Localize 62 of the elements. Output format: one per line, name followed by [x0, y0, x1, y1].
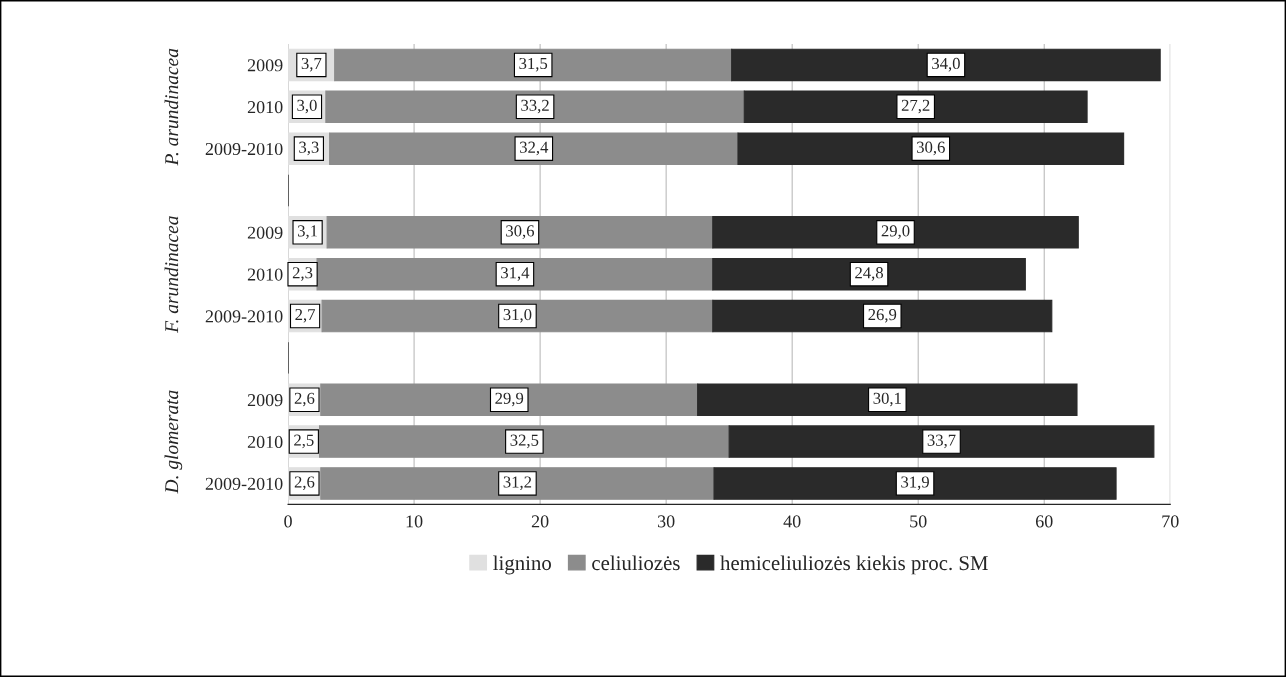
x-tick-label: 30	[657, 515, 675, 528]
data-label: 32,5	[510, 434, 539, 449]
data-label: 33,7	[927, 434, 956, 449]
y-tick-label: 2009-2010	[205, 310, 283, 323]
data-label: 3,3	[299, 141, 319, 156]
bar	[329, 132, 739, 165]
bar	[737, 132, 1125, 165]
bar	[697, 383, 1078, 416]
data-label: 33,2	[521, 99, 549, 114]
y-tick-label: 2010	[247, 435, 283, 449]
bar	[712, 216, 1079, 249]
data-label: 31,5	[519, 57, 548, 72]
data-label: 32,4	[520, 141, 549, 156]
text: P. arundinacea	[164, 48, 179, 166]
x-tick-label: 0	[284, 515, 292, 528]
data-label: 30,1	[873, 392, 901, 407]
bar	[326, 216, 714, 249]
data-label: 2,5	[294, 434, 314, 449]
y-tick-label: 2009	[247, 394, 283, 407]
bar	[728, 425, 1155, 458]
y-tick-label: 2009-2010	[205, 477, 283, 490]
data-label: 31,0	[503, 308, 532, 323]
x-tick-label: 50	[910, 515, 927, 528]
data-label: 30,6	[506, 225, 535, 239]
data-label: 29,9	[495, 392, 524, 407]
text: D. glomerata	[164, 390, 183, 494]
data-label: 3,1	[297, 225, 318, 239]
legend-label: celiuliozės	[592, 555, 680, 571]
x-tick-label: 10	[406, 515, 423, 528]
y-tick-label: 2009	[247, 59, 283, 72]
bar	[712, 299, 1053, 333]
data-label: 30,6	[917, 141, 945, 156]
y-tick-label: 2010	[247, 101, 283, 114]
data-label: 2,6	[294, 392, 315, 407]
data-label: 34,0	[932, 57, 960, 72]
x-tick-label: 40	[783, 515, 801, 528]
data-label: 31,4	[501, 267, 530, 281]
text: F. arundinacea	[164, 216, 179, 333]
data-label: 2,6	[294, 476, 315, 491]
data-label: 3,7	[301, 57, 322, 72]
data-label: 31,2	[503, 476, 532, 491]
legend-label: lignino	[493, 555, 551, 575]
y-tick-label: 2009-2010	[205, 142, 283, 156]
bar	[334, 48, 733, 82]
data-label: 2,3	[292, 267, 313, 281]
data-label: 3,0	[297, 99, 317, 114]
x-tick-label: 20	[531, 515, 549, 528]
x-tick-label: 70	[1162, 515, 1179, 528]
bar	[713, 467, 1117, 500]
y-tick-label: 2010	[247, 268, 283, 281]
bar	[743, 90, 1088, 124]
data-label: 29,0	[881, 225, 910, 239]
data-label: 24,8	[855, 267, 883, 281]
data-label: 2,7	[295, 309, 316, 323]
data-label: 26,9	[868, 309, 897, 323]
data-label: 31,9	[901, 476, 929, 491]
x-tick-label: 60	[1035, 515, 1053, 528]
data-label: 27,2	[901, 99, 930, 114]
legend-label: hemiceliuliozės kiekis proc. SM	[720, 555, 988, 575]
y-tick-label: 2009	[247, 226, 283, 239]
bar	[731, 48, 1161, 82]
bar	[712, 257, 1026, 291]
